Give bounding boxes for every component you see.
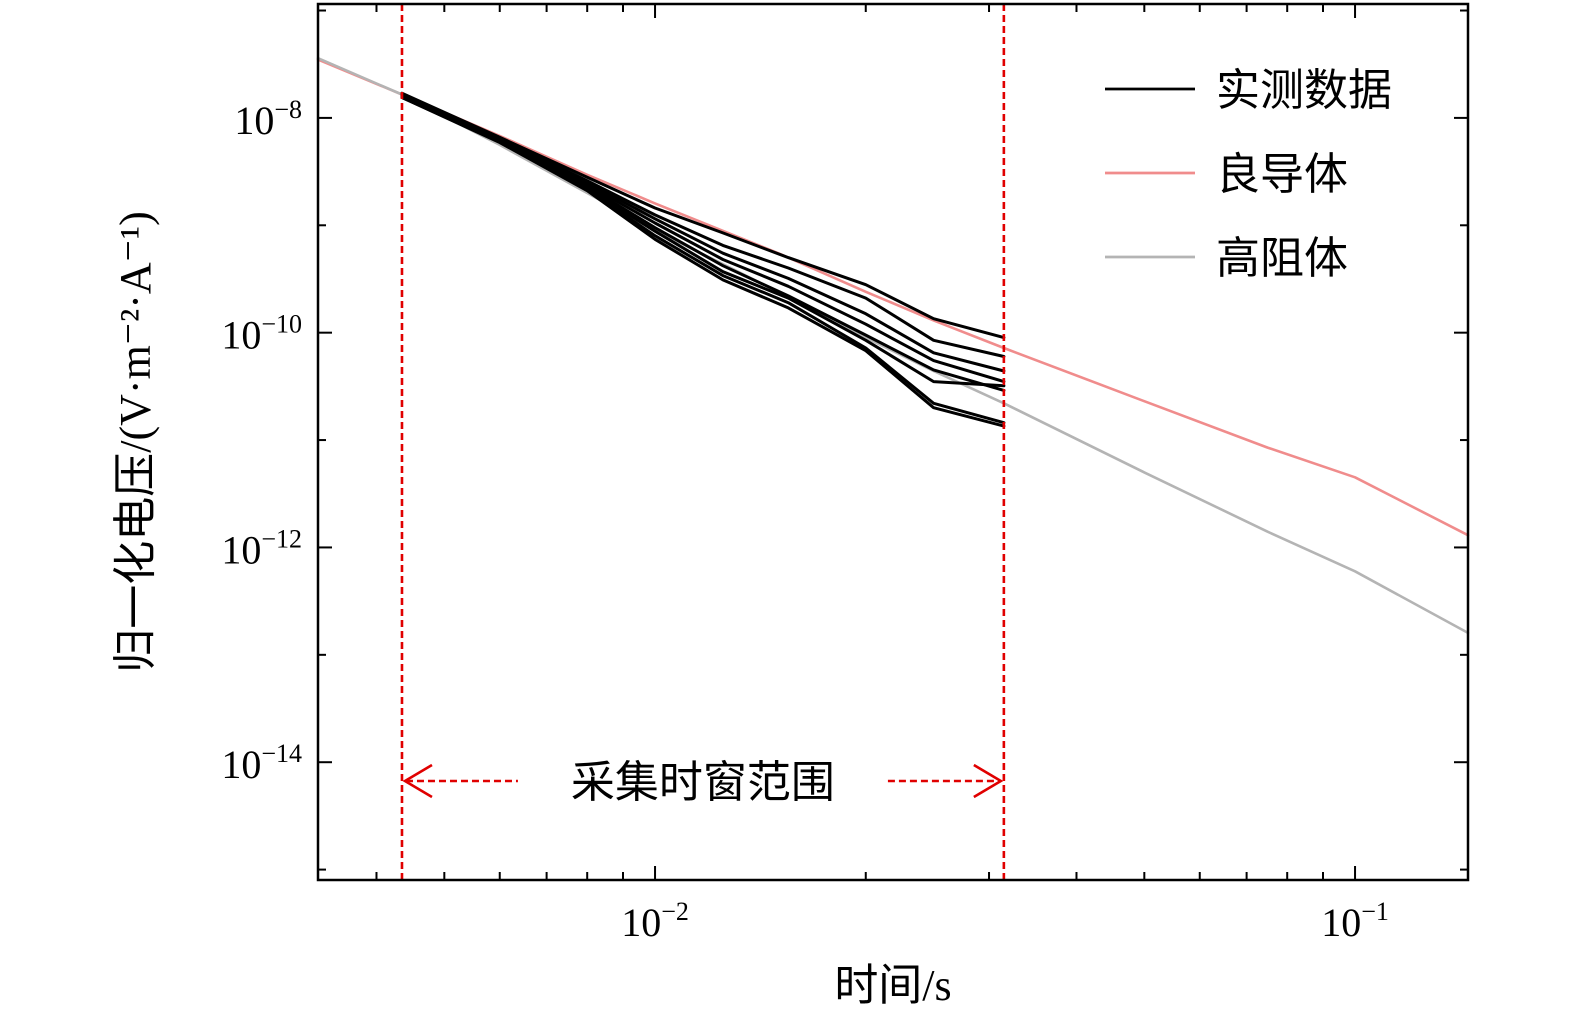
tick-labels: 10−2 10−1 10−8 10−10 10−12 10−14 — [221, 95, 1389, 945]
legend-label: 高阻体 — [1216, 234, 1348, 283]
measured-series-line-8 — [400, 96, 1006, 428]
legend-label: 实测数据 — [1216, 66, 1392, 115]
y-axis-title: 归一化电压/(V·m⁻²·A⁻¹) — [111, 211, 160, 672]
x-axis-title: 时间/s — [834, 961, 951, 1010]
y-tick-label: 10−8 — [234, 95, 302, 143]
window-arrow-left-head — [402, 763, 433, 799]
x-tick-label: 10−2 — [621, 897, 689, 945]
y-tick-label: 10−14 — [221, 739, 302, 787]
series-layer — [316, 56, 1470, 635]
legend-label: 良导体 — [1216, 150, 1348, 199]
plot-frame — [316, 2, 1470, 882]
axis-ticks — [318, 4, 1468, 880]
y-tick-label: 10−12 — [221, 524, 302, 572]
y-tick-label: 10−10 — [221, 310, 302, 358]
high-resistance-line — [316, 56, 1470, 635]
x-tick-label: 10−1 — [1321, 897, 1389, 945]
measured-series-line-1 — [400, 91, 1006, 340]
acquisition-window — [400, 4, 1006, 880]
window-arrow-right-head — [973, 763, 1004, 799]
window-label: 采集时窗范围 — [571, 758, 835, 807]
